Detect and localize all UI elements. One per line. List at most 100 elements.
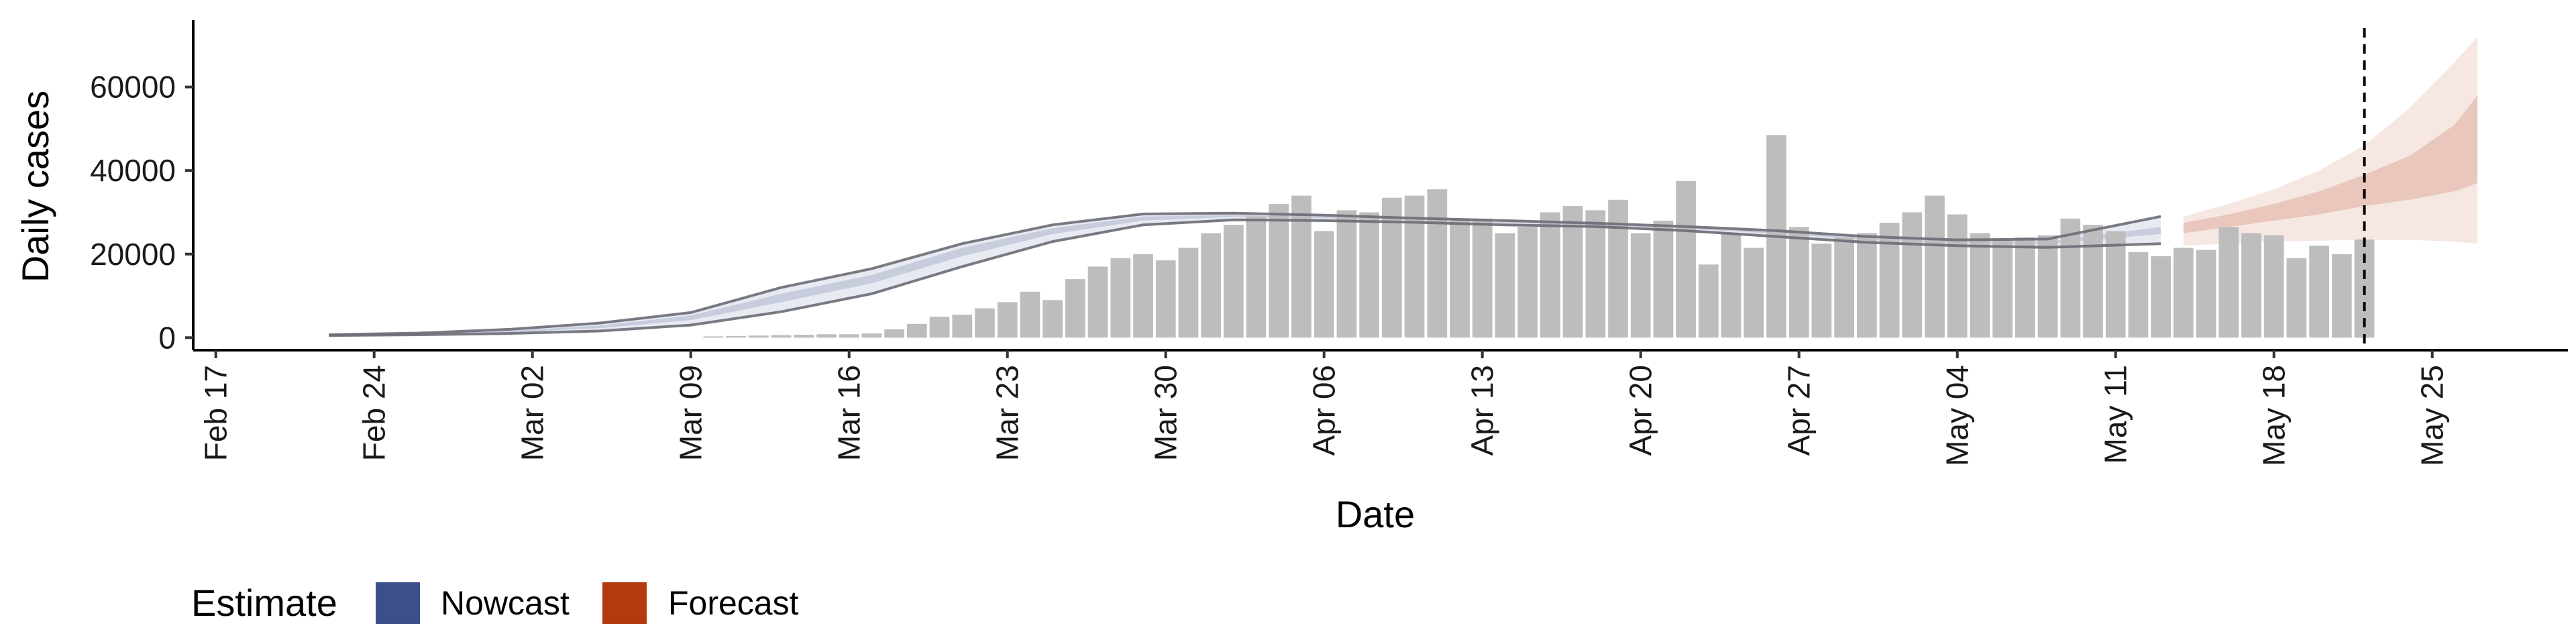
- case-bar: [2105, 231, 2126, 338]
- case-bar: [726, 335, 746, 338]
- case-bar: [1133, 254, 1153, 338]
- case-bar: [1608, 199, 1628, 338]
- case-bar: [1947, 214, 1968, 338]
- case-bar: [1788, 227, 1809, 338]
- nowcast-upper-outline: [329, 211, 2161, 336]
- x-axis-ticks: Feb 17 Feb 24 Mar 02 Mar 09 Mar 16 Mar 23 Mar …: [199, 350, 2450, 466]
- case-bar: [1020, 291, 1040, 338]
- case-bar: [1065, 279, 1085, 338]
- case-bar: [997, 302, 1018, 338]
- case-bar: [2128, 252, 2149, 338]
- case-bar: [1970, 233, 1990, 338]
- y-axis-ticks: 0 20000 40000 60000: [90, 70, 193, 355]
- case-bar: [1925, 195, 1945, 338]
- case-bar: [2241, 233, 2261, 338]
- legend: Estimate Nowcast Forecast: [191, 582, 799, 624]
- case-bar: [1178, 248, 1199, 338]
- case-bar: [1359, 212, 1379, 338]
- case-bar: [1042, 300, 1063, 338]
- case-bar: [952, 315, 973, 338]
- case-bar: [1834, 237, 1854, 338]
- y-tick-label: 0: [158, 320, 176, 355]
- case-bar: [1313, 231, 1334, 338]
- x-tick-label: Apr 27: [1782, 365, 1817, 456]
- case-bar: [1517, 227, 1538, 338]
- y-tick-label: 20000: [90, 237, 176, 272]
- case-bar: [749, 335, 769, 338]
- x-tick-label: May 11: [2098, 365, 2133, 464]
- case-bar: [1224, 225, 1244, 338]
- case-bar: [2083, 225, 2103, 338]
- case-bar: [2218, 227, 2239, 338]
- case-bar: [1857, 233, 1877, 338]
- y-tick-label: 40000: [90, 153, 176, 188]
- case-bar: [1699, 264, 1719, 338]
- case-bar: [2015, 237, 2035, 338]
- case-bar: [1743, 248, 1764, 338]
- case-bar: [861, 333, 882, 338]
- x-tick-label: Mar 16: [832, 365, 867, 461]
- case-bar: [2263, 235, 2284, 338]
- x-tick-label: Mar 30: [1148, 365, 1183, 461]
- case-bar: [1269, 204, 1289, 338]
- case-bar: [1879, 223, 1900, 338]
- forecast-inner-band: [2183, 95, 2478, 233]
- x-tick-label: Mar 09: [674, 365, 708, 461]
- legend-label-nowcast: Nowcast: [441, 584, 570, 622]
- case-bar: [1291, 195, 1311, 338]
- case-bar: [2286, 258, 2307, 338]
- case-bar: [2060, 218, 2081, 338]
- x-tick-label: Mar 02: [515, 365, 550, 461]
- case-bar: [975, 308, 995, 338]
- case-bar: [1201, 233, 1221, 338]
- forecast-outer-band: [2183, 36, 2478, 246]
- nowcast-outlines: [329, 211, 2161, 337]
- case-bar: [2174, 248, 2194, 338]
- case-bar: [1246, 216, 1267, 338]
- x-tick-label: Feb 24: [357, 365, 392, 461]
- case-bar: [884, 329, 904, 338]
- case-bar: [1585, 210, 1606, 338]
- case-bar: [1630, 233, 1651, 338]
- case-bar: [1110, 258, 1131, 338]
- case-bar: [929, 317, 950, 338]
- case-bar: [1811, 244, 1832, 338]
- legend-title: Estimate: [191, 582, 337, 624]
- x-tick-label: Apr 13: [1465, 365, 1500, 456]
- legend-swatch-forecast: [602, 582, 647, 624]
- case-bar: [1562, 206, 1583, 338]
- case-bar: [1676, 180, 1696, 338]
- nowcast-outer-band: [329, 213, 2161, 336]
- case-bar: [794, 335, 814, 338]
- case-bar: [771, 335, 792, 338]
- x-tick-label: May 25: [2415, 365, 2450, 466]
- case-bar: [1992, 239, 2012, 338]
- case-bar: [1087, 266, 1108, 338]
- legend-label-forecast: Forecast: [668, 584, 799, 622]
- case-bar: [1540, 212, 1560, 338]
- case-bar: [816, 334, 837, 338]
- x-tick-label: Apr 20: [1623, 365, 1658, 456]
- nowcast-lower-outline: [329, 218, 2161, 337]
- case-bar: [1472, 218, 1493, 338]
- x-tick-label: May 04: [1940, 365, 1975, 466]
- case-bar: [1336, 210, 1357, 338]
- x-tick-label: Mar 23: [990, 365, 1025, 461]
- case-bar: [703, 336, 724, 338]
- case-bar: [839, 334, 859, 338]
- x-tick-label: Apr 06: [1307, 365, 1342, 456]
- case-bar: [2196, 250, 2216, 338]
- case-bar: [2151, 256, 2171, 338]
- legend-swatch-nowcast: [376, 582, 420, 624]
- case-bar: [1495, 233, 1515, 338]
- x-axis-title: Date: [1336, 493, 1415, 535]
- case-bar: [2332, 254, 2352, 338]
- x-tick-label: Feb 17: [199, 365, 233, 461]
- x-tick-label: May 18: [2257, 365, 2292, 466]
- case-bar: [2037, 235, 2058, 338]
- case-bar: [1721, 233, 1741, 338]
- case-bar: [1155, 260, 1176, 338]
- y-tick-label: 60000: [90, 70, 176, 105]
- y-axis-title: Daily cases: [14, 91, 56, 282]
- case-bar: [2309, 246, 2329, 338]
